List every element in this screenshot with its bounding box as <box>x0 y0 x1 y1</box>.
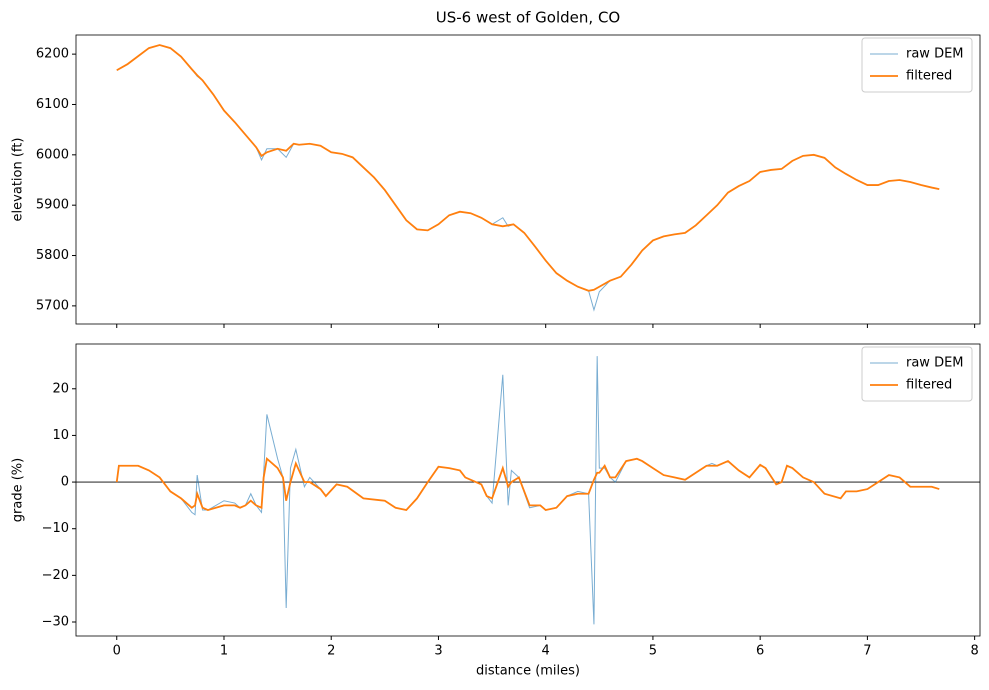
y-tick-label: −20 <box>42 568 69 583</box>
y-tick-label: 5700 <box>36 298 69 313</box>
x-tick-label: 2 <box>327 644 335 659</box>
y-tick-label: −30 <box>42 615 69 630</box>
legend-label: filtered <box>906 69 952 84</box>
legend-frame <box>861 346 973 402</box>
legend: raw DEM filtered <box>861 346 973 402</box>
y-axis-label: elevation (ft) <box>11 138 26 222</box>
y-tick-label: 10 <box>52 428 69 443</box>
x-tick-label: 7 <box>863 644 871 659</box>
data-line <box>116 44 940 292</box>
x-tick-label: 0 <box>113 644 121 659</box>
y-tick-label: 6200 <box>36 47 69 62</box>
x-tick-label: 1 <box>220 644 228 659</box>
data-line <box>116 44 940 312</box>
x-tick-label: 5 <box>649 644 657 659</box>
chart-title: US-6 west of Golden, CO <box>436 9 620 27</box>
legend-label: raw DEM <box>906 47 964 62</box>
y-tick-label: 20 <box>52 381 69 396</box>
legend-label: filtered <box>906 378 952 393</box>
axes-frame <box>75 34 981 325</box>
y-tick-label: 5900 <box>36 198 69 213</box>
y-tick-label: 6100 <box>36 97 69 112</box>
x-tick-label: 3 <box>434 644 442 659</box>
legend-label: raw DEM <box>906 356 964 371</box>
x-tick-label: 4 <box>542 644 550 659</box>
legend: raw DEM filtered <box>861 37 973 93</box>
x-tick-label: 8 <box>970 644 978 659</box>
data-line <box>116 356 940 625</box>
y-tick-label: −10 <box>42 521 69 536</box>
legend-frame <box>861 37 973 93</box>
x-tick-label: 6 <box>756 644 764 659</box>
y-tick-label: 6000 <box>36 147 69 162</box>
y-axis-label: grade (%) <box>11 458 26 522</box>
y-tick-label: 5800 <box>36 248 69 263</box>
data-line <box>115 457 940 512</box>
y-tick-label: 0 <box>61 475 69 490</box>
x-axis-label: distance (miles) <box>476 664 580 679</box>
axes-frame <box>75 343 981 637</box>
